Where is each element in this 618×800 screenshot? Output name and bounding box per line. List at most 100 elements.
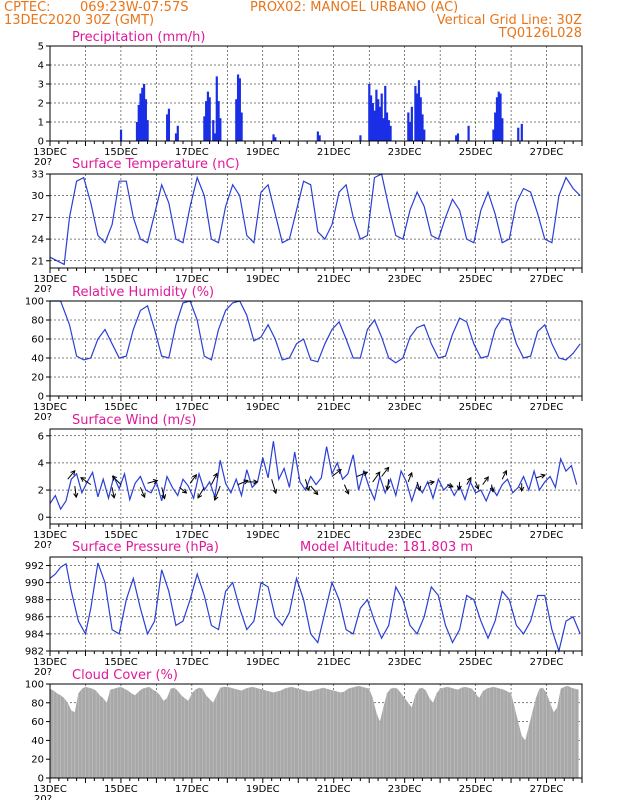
wind-title: Surface Wind (m/s) xyxy=(72,413,196,428)
cloud-xtick-label: 15DEC xyxy=(104,784,138,795)
precip-bar xyxy=(174,133,178,141)
precip-bar xyxy=(135,122,139,141)
precip-bar xyxy=(208,97,211,141)
cloud-ytick-label: 60 xyxy=(31,717,44,728)
precip-title: Precipitation (mm/h) xyxy=(72,30,205,45)
precip-bar xyxy=(380,93,383,141)
cloud-area xyxy=(50,685,579,778)
wind-xtick-sublabel: 20? xyxy=(34,540,52,551)
precip-bar xyxy=(414,85,417,141)
cloud-ytick-label: 80 xyxy=(31,698,44,709)
wind-arrow-shaft xyxy=(501,470,507,480)
precip-bar xyxy=(371,103,374,141)
precip-bar xyxy=(212,120,215,141)
wind-arrow-head xyxy=(152,479,159,485)
wind-arrow-head xyxy=(448,483,454,488)
wind-arrow-shaft xyxy=(210,473,218,485)
cloud-xtick-label: 21DEC xyxy=(317,784,351,795)
rh-xtick-label: 27DEC xyxy=(530,402,564,413)
wind-arrow-head xyxy=(111,475,117,481)
precip-bar xyxy=(235,99,238,141)
precip-bar xyxy=(520,123,523,141)
precip-bar xyxy=(274,137,277,141)
cloud-xtick-label: 17DEC xyxy=(175,784,209,795)
rh-xtick-label: 21DEC xyxy=(317,402,351,413)
precip-bar xyxy=(217,101,220,141)
rh-xtick-label: 17DEC xyxy=(175,402,209,413)
cloud-xtick-sublabel: 20? xyxy=(34,794,52,800)
wind-arrow-shaft xyxy=(237,479,248,486)
precip-bar xyxy=(382,118,385,141)
pressure-ytick-label: 986 xyxy=(25,612,44,623)
precip-bar xyxy=(467,125,470,141)
precip-bar xyxy=(369,95,373,141)
rh-frame xyxy=(49,300,583,397)
precip-bar xyxy=(119,129,123,141)
temp-xtick-label: 23DEC xyxy=(388,274,422,285)
wind-arrow-shaft xyxy=(386,479,390,490)
precip-ytick-label: 2 xyxy=(38,99,44,110)
wind-arrow-shaft xyxy=(111,487,115,498)
wind-arrow-shaft xyxy=(161,487,166,499)
wind-arrow-head xyxy=(70,470,76,476)
wind-arrow-head xyxy=(305,485,311,492)
wind-arrow-head xyxy=(197,493,203,499)
header-coords: 069:23W-07:57S xyxy=(80,0,188,15)
temp-ytick-label: 30 xyxy=(31,191,44,202)
temp-ytick-label: 21 xyxy=(31,256,44,267)
wind-arrow-head xyxy=(375,471,381,477)
cloud-xtick-label: 13DEC xyxy=(33,784,67,795)
temp-ytick-label: 24 xyxy=(31,235,44,246)
temp-xtick-label: 19DEC xyxy=(246,274,280,285)
rh-title: Relative Humidity (%) xyxy=(72,285,214,300)
cloud-title: Cloud Cover (%) xyxy=(72,668,178,683)
wind-arrow-shaft xyxy=(343,484,350,494)
precip-bar xyxy=(142,84,146,141)
wind-arrow-shaft xyxy=(67,470,76,480)
precip-ytick-label: 3 xyxy=(38,80,44,91)
precip-bar xyxy=(423,129,426,141)
header-station: PROX02: MANOEL URBANO (AC) xyxy=(250,0,458,15)
temp-xtick-label: 13DEC xyxy=(33,274,67,285)
rh-xtick-label: 13DEC xyxy=(33,402,67,413)
rh-series-line xyxy=(50,300,581,364)
precip-xtick-label: 19DEC xyxy=(246,147,280,158)
temp-xtick-label: 27DEC xyxy=(530,274,564,285)
wind-xtick-label: 25DEC xyxy=(459,530,493,541)
header-date: 13DEC2020 30Z (GMT) xyxy=(4,13,154,28)
wind-frame xyxy=(49,428,583,525)
wind-arrow-shaft xyxy=(416,481,421,491)
wind-ytick-label: 4 xyxy=(38,458,44,469)
wind-arrow-shaft xyxy=(197,487,205,499)
rh-ytick-label: 0 xyxy=(38,392,44,403)
precip-bar xyxy=(213,133,217,141)
wind-arrow-head xyxy=(161,494,167,500)
rh-xtick-label: 19DEC xyxy=(246,402,280,413)
precip-bar xyxy=(378,106,382,141)
wind-ytick-label: 2 xyxy=(38,486,44,497)
pressure-ytick-label: 984 xyxy=(25,629,44,640)
precip-ytick-label: 1 xyxy=(38,118,44,129)
wind-ytick-label: 0 xyxy=(38,513,44,524)
rh-xtick-sublabel: 20? xyxy=(34,412,52,423)
cloud-ytick-label: 20 xyxy=(31,755,44,766)
pressure-ytick-label: 982 xyxy=(25,647,44,658)
wind-arrow-head xyxy=(540,473,546,479)
precip-bar xyxy=(139,93,142,141)
temp-xtick-label: 15DEC xyxy=(104,274,138,285)
precip-xtick-label: 25DEC xyxy=(459,147,493,158)
precip-bar xyxy=(215,76,218,141)
wind-arrow-head xyxy=(140,492,146,499)
precip-bar xyxy=(144,99,147,141)
temp-xtick-label: 25DEC xyxy=(459,274,493,285)
precip-bar xyxy=(238,78,241,141)
rh-xtick-label: 25DEC xyxy=(459,402,493,413)
rh-ytick-label: 20 xyxy=(31,373,44,384)
wind-arrow-shaft xyxy=(482,476,489,485)
pressure-ytick-label: 990 xyxy=(25,578,44,589)
pressure-xtick-label: 17DEC xyxy=(175,657,209,668)
wind-arrow-shaft xyxy=(535,474,546,479)
precip-bar xyxy=(206,91,210,141)
pressure-xtick-label: 15DEC xyxy=(104,657,138,668)
